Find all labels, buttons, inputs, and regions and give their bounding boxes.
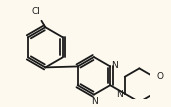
Text: Cl: Cl xyxy=(32,7,41,16)
Text: O: O xyxy=(156,72,163,81)
Text: N: N xyxy=(92,97,98,106)
Text: N: N xyxy=(111,61,118,70)
Text: N: N xyxy=(116,90,123,99)
